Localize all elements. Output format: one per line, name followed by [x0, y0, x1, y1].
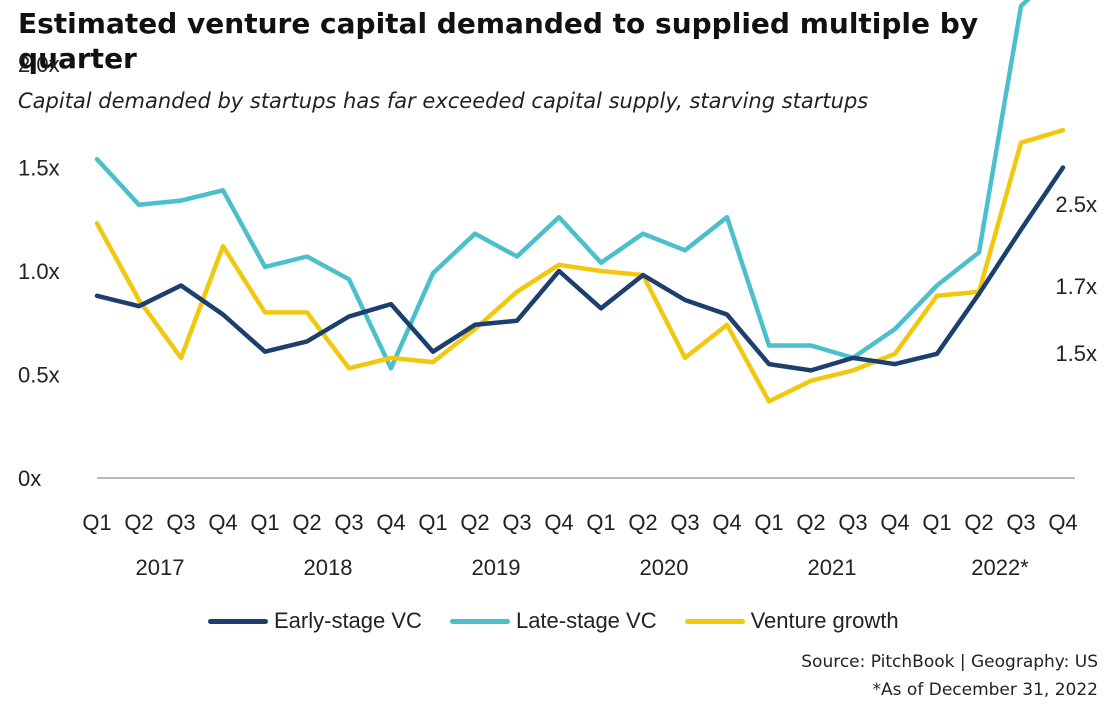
- chart-legend: Early-stage VC Late-stage VC Venture gro…: [208, 604, 927, 638]
- y-tick-label: 1.5x: [18, 156, 60, 181]
- series-end-label: 1.7x: [1055, 274, 1097, 299]
- x-tick-label: Q3: [670, 510, 699, 535]
- x-tick-label: Q4: [208, 510, 237, 535]
- legend-label-venture-growth: Venture growth: [750, 608, 899, 633]
- x-tick-label: Q4: [544, 510, 573, 535]
- x-tick-label: Q1: [418, 510, 447, 535]
- legend-swatch-late-stage: [449, 618, 510, 624]
- series-line-early-stage-vc: [94, 165, 1066, 373]
- year-label: 2018: [304, 555, 353, 580]
- legend-item-early-stage: Early-stage VC: [208, 608, 422, 634]
- series-end-label: 2.5x: [1055, 192, 1097, 217]
- x-tick-label: Q1: [250, 510, 279, 535]
- x-tick-label: Q2: [796, 510, 825, 535]
- x-tick-label: Q2: [628, 510, 657, 535]
- x-tick-label: Q3: [838, 510, 867, 535]
- legend-item-venture-growth: Venture growth: [684, 608, 899, 634]
- x-tick-label: Q1: [922, 510, 951, 535]
- as-of-note: *As of December 31, 2022: [872, 680, 1098, 700]
- year-label: 2020: [640, 555, 689, 580]
- legend-swatch-early-stage: [208, 618, 268, 624]
- source-note: Source: PitchBook | Geography: US: [801, 652, 1098, 672]
- x-tick-label: Q2: [460, 510, 489, 535]
- x-tick-label: Q4: [376, 510, 405, 535]
- legend-label-early-stage: Early-stage VC: [274, 608, 422, 633]
- x-tick-label: Q3: [502, 510, 531, 535]
- chart-subtitle: Capital demanded by startups has far exc…: [18, 89, 869, 113]
- x-tick-label: Q2: [964, 510, 993, 535]
- series-end-label: 1.5x: [1055, 341, 1097, 366]
- x-tick-label: Q1: [82, 510, 111, 535]
- x-tick-label: Q3: [1006, 510, 1035, 535]
- year-label: 2017: [136, 555, 185, 580]
- legend-item-late-stage: Late-stage VC: [449, 608, 657, 634]
- x-tick-label: Q1: [586, 510, 615, 535]
- year-label: 2022*: [971, 555, 1029, 580]
- chart-title: Estimated venture capital demanded to su…: [18, 7, 979, 75]
- x-tick-label: Q4: [880, 510, 909, 535]
- series-line-venture-growth: [94, 127, 1066, 404]
- y-tick-label: 0x: [18, 466, 41, 491]
- year-label: 2019: [472, 555, 521, 580]
- y-tick-label: 1.0x: [18, 259, 60, 284]
- y-tick-label: 2.0x: [18, 52, 60, 77]
- x-tick-label: Q4: [712, 510, 741, 535]
- x-tick-label: Q1: [754, 510, 783, 535]
- x-tick-label: Q4: [1048, 510, 1077, 535]
- series-line-late-stage-vc: [94, 0, 1031, 371]
- legend-label-late-stage: Late-stage VC: [515, 608, 657, 633]
- x-tick-label: Q3: [334, 510, 363, 535]
- legend-swatch-venture-growth: [684, 618, 745, 624]
- year-label: 2021: [808, 555, 857, 580]
- line-chart: 0x0.5x1.0x1.5x2.0x2.5x3.0xQ1Q2Q3Q4Q1Q2Q3…: [18, 0, 1097, 580]
- y-tick-label: 0.5x: [18, 363, 60, 388]
- x-tick-label: Q2: [292, 510, 321, 535]
- x-tick-label: Q3: [166, 510, 195, 535]
- x-tick-label: Q2: [124, 510, 153, 535]
